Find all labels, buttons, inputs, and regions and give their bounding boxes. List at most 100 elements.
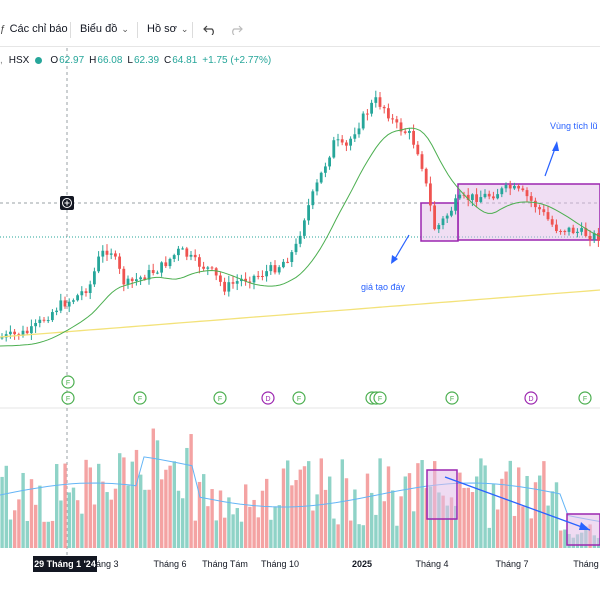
volume-bar	[370, 492, 374, 548]
volume-bar	[403, 476, 407, 548]
svg-text:F: F	[66, 396, 70, 403]
candle	[513, 182, 516, 190]
candle	[588, 230, 592, 247]
candle	[105, 244, 109, 261]
dividend-marker[interactable]: D	[524, 391, 538, 405]
volume-bar	[441, 495, 445, 548]
volume-bar	[84, 459, 88, 548]
volume-bar	[256, 517, 260, 548]
candle	[315, 179, 319, 196]
candle	[454, 194, 457, 215]
financial-report-marker[interactable]: F	[133, 391, 147, 405]
volume-bar	[273, 506, 277, 548]
volume-bar	[105, 492, 109, 548]
profile-menu-button[interactable]: Hồ sơ ⌄	[147, 18, 188, 40]
volume-bar	[231, 514, 235, 548]
volume-bar	[185, 447, 189, 548]
volume-bar	[525, 475, 529, 548]
volume-bar	[80, 513, 84, 548]
candle	[475, 188, 478, 208]
volume-bar	[164, 469, 168, 548]
financial-report-marker[interactable]: F	[61, 375, 75, 389]
financial-report-marker[interactable]: F	[578, 391, 592, 405]
volume-bar	[378, 458, 382, 548]
candle	[399, 118, 403, 136]
candle	[147, 264, 151, 285]
volume-bar	[391, 490, 395, 548]
crosshair-plus-button[interactable]	[60, 196, 74, 210]
candle	[487, 190, 491, 200]
candle	[546, 205, 550, 221]
crosshair-date-label: 29 Tháng 1 '24	[33, 556, 97, 572]
candle	[76, 293, 79, 302]
candle	[181, 246, 184, 250]
volume-bar	[181, 498, 185, 548]
candle	[349, 136, 352, 151]
financial-report-marker[interactable]: F	[445, 391, 459, 405]
candle	[30, 319, 33, 340]
candle	[492, 191, 495, 201]
volume-bar	[193, 520, 197, 548]
candle	[160, 261, 163, 277]
candle	[198, 254, 201, 274]
candle	[521, 185, 525, 192]
volume-bar	[307, 461, 311, 548]
candle	[580, 222, 583, 236]
volume-bar	[50, 520, 55, 548]
dividend-marker[interactable]: D	[261, 391, 275, 405]
chevron-down-icon: ⌄	[180, 23, 189, 34]
volume-bar	[496, 509, 500, 548]
volume-bar	[449, 497, 454, 548]
candle	[172, 253, 176, 263]
volume-bar	[34, 504, 38, 548]
svg-text:F: F	[138, 396, 142, 403]
candle	[202, 261, 205, 272]
financial-report-marker[interactable]: F	[61, 391, 75, 405]
high-label: H	[89, 54, 97, 66]
up-arrow	[544, 141, 559, 177]
candle	[46, 316, 50, 324]
volume-bar	[25, 520, 29, 548]
candle	[269, 261, 273, 275]
svg-text:F: F	[378, 396, 382, 403]
volume-bar	[17, 499, 21, 548]
volume-bar	[67, 492, 71, 548]
high-value: 66.08	[97, 54, 123, 66]
volume-bar	[101, 481, 105, 548]
redo-button[interactable]	[229, 18, 243, 40]
volume-bar	[500, 478, 504, 548]
candle	[378, 91, 382, 110]
financial-report-marker[interactable]: F	[213, 391, 227, 405]
candle	[433, 201, 436, 231]
volume-bar	[248, 506, 252, 548]
event-markers[interactable]: FFFFDFFFFFDF	[61, 375, 592, 405]
volume-bar	[512, 515, 517, 548]
financial-report-marker[interactable]: F	[373, 391, 387, 405]
volume-bar	[59, 500, 63, 548]
candle	[122, 266, 126, 292]
volume-average-line	[0, 456, 600, 522]
volume-bar	[521, 506, 525, 548]
candle	[437, 223, 441, 234]
volume-bar	[134, 449, 139, 548]
candle	[584, 222, 588, 238]
volume-bar	[155, 440, 160, 548]
volume-bar	[172, 461, 176, 548]
volume-bar	[361, 525, 365, 548]
candlestick-series	[0, 90, 600, 342]
candle	[466, 188, 470, 207]
volume-bar	[420, 460, 424, 548]
candle	[185, 246, 189, 261]
volume-bar	[412, 511, 416, 548]
candle	[479, 190, 483, 204]
indicators-button[interactable]: ƒ Các chỉ báo	[0, 18, 68, 40]
candle	[130, 277, 134, 288]
candle	[408, 127, 411, 140]
financial-report-marker[interactable]: F	[292, 391, 306, 405]
candle	[256, 270, 260, 280]
chart-menu-button[interactable]: Biểu đồ ⌄	[80, 18, 129, 40]
candle	[84, 288, 88, 297]
undo-button[interactable]	[203, 18, 217, 40]
slow-moving-average-line	[0, 289, 600, 338]
